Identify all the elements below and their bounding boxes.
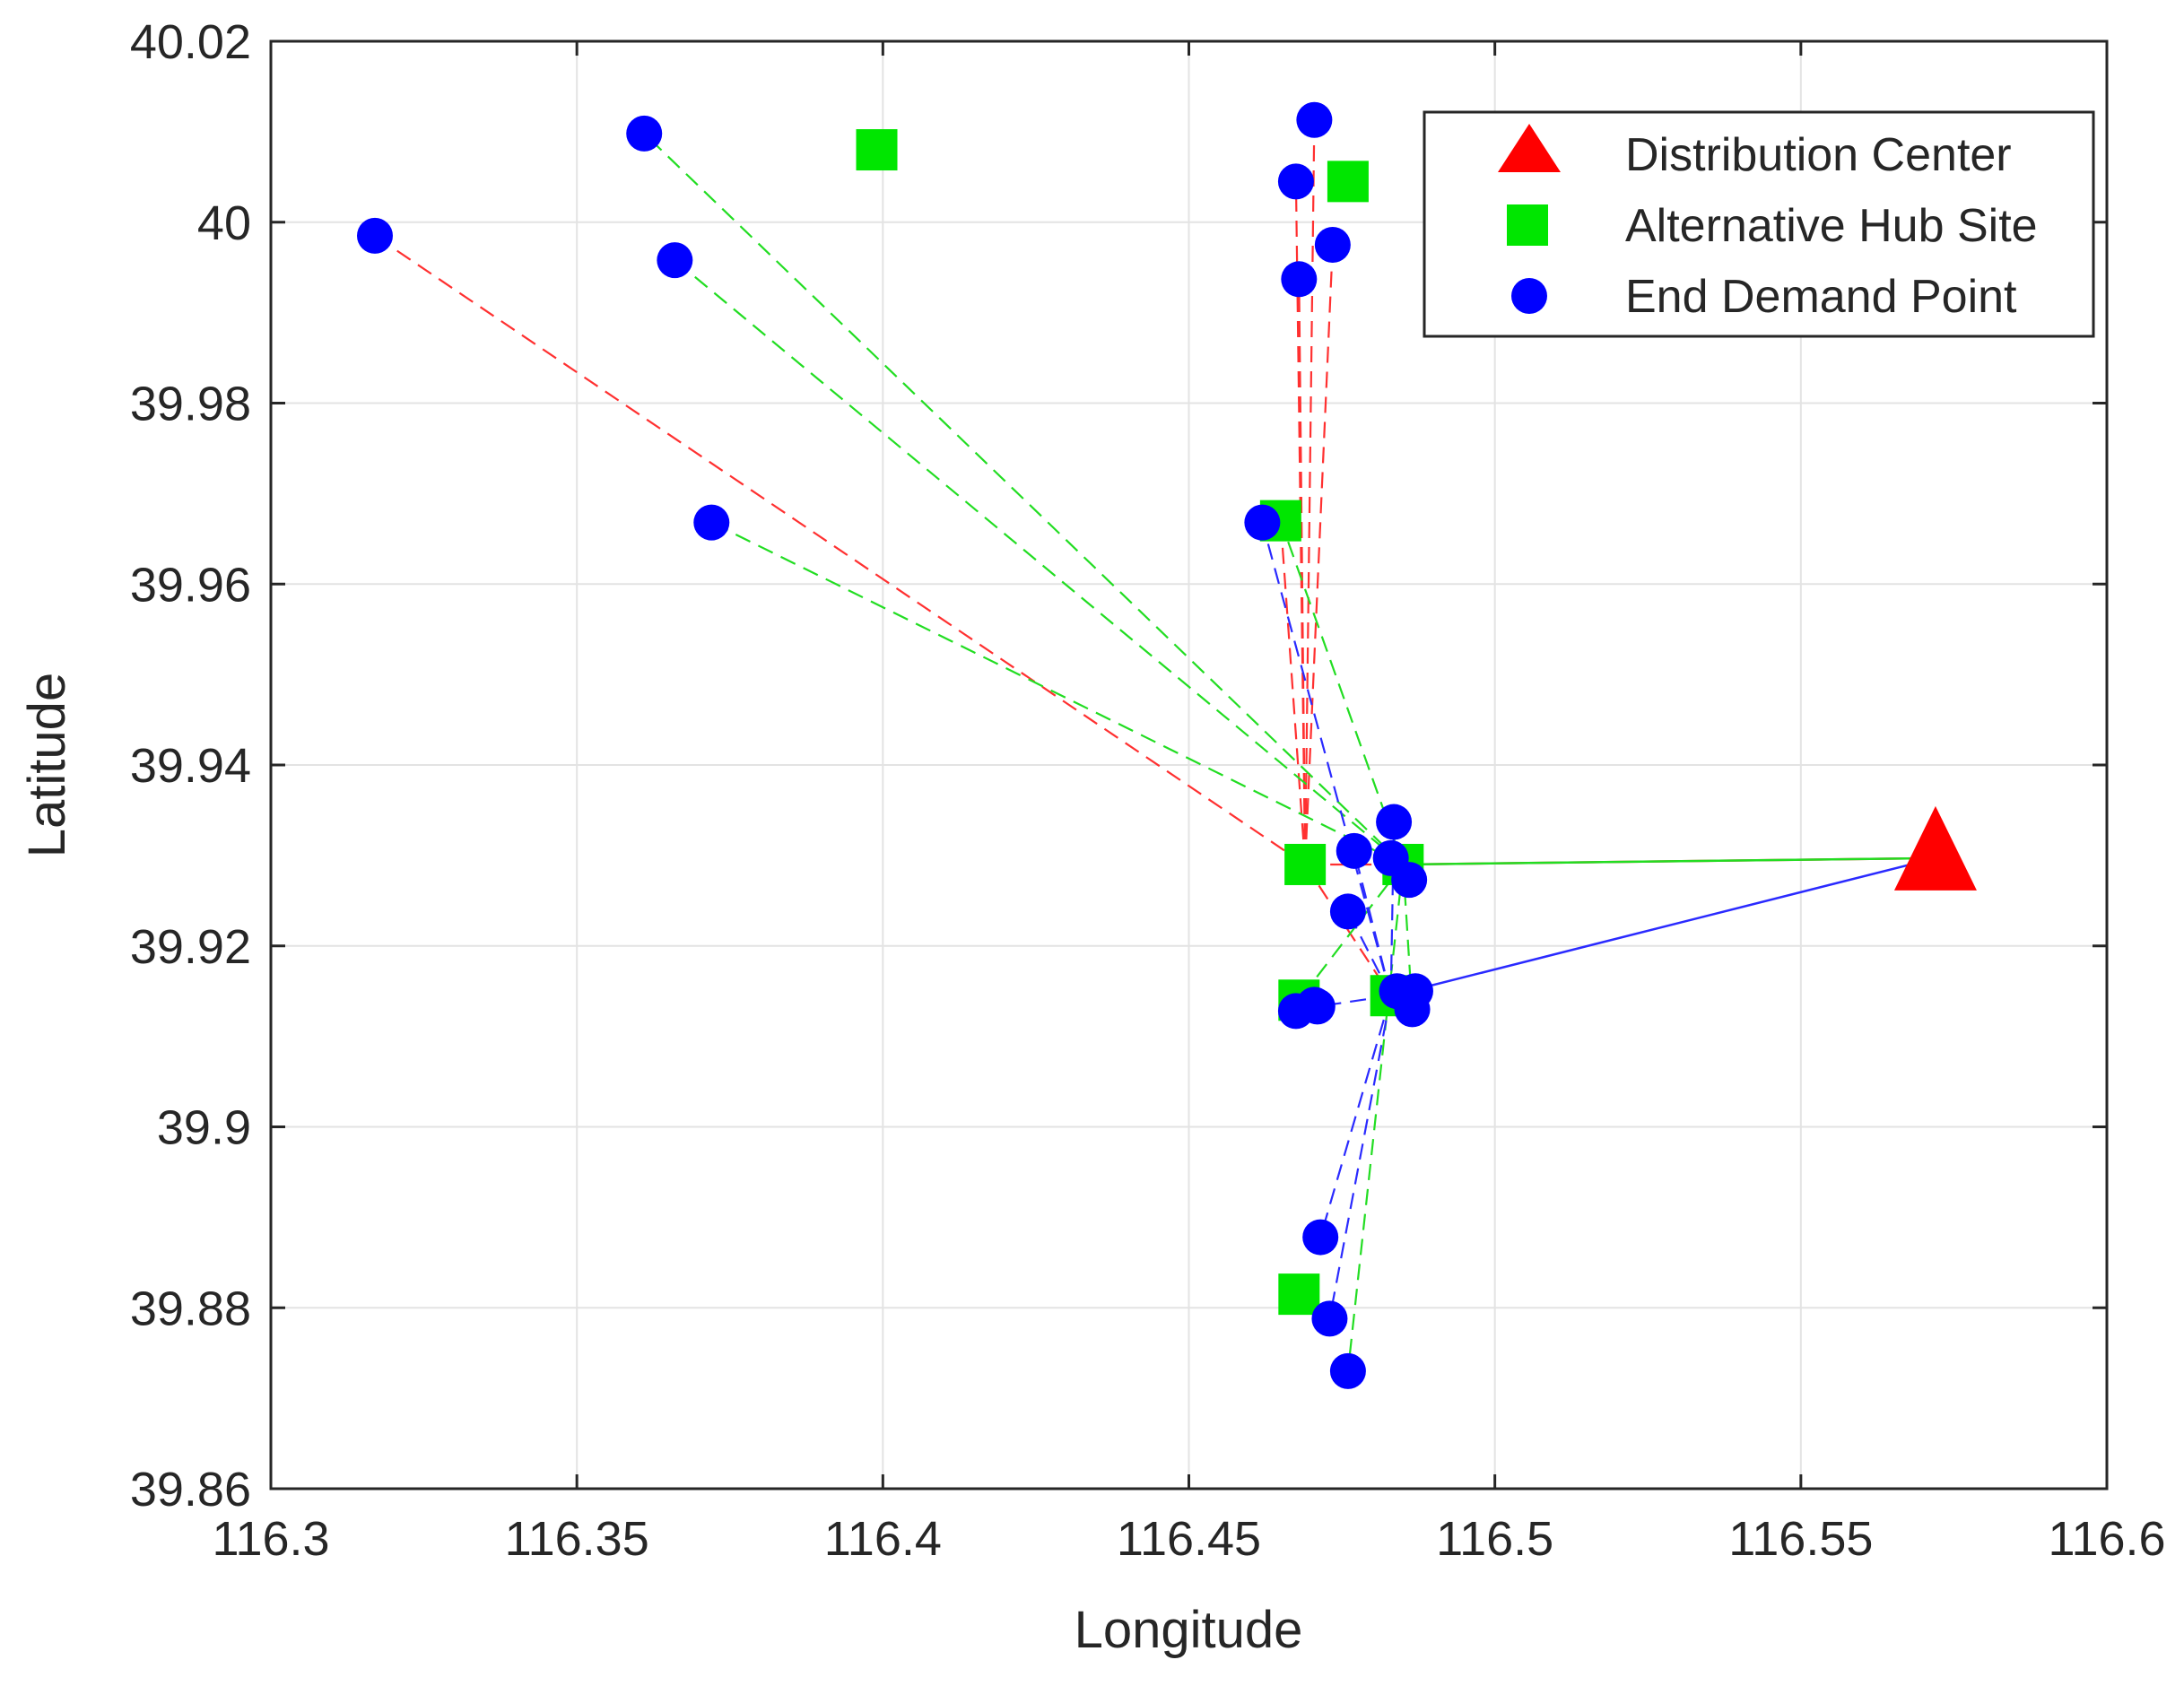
green-route-line bbox=[710, 521, 1404, 865]
legend-label-distribution-center: Distribution Center bbox=[1625, 129, 2012, 181]
y-axis-label: Latitude bbox=[18, 673, 76, 857]
x-tick-label: 116.3 bbox=[212, 1512, 329, 1566]
alternative-hub-marker bbox=[1284, 843, 1327, 885]
legend-label-alternative-hub-site: Alternative Hub Site bbox=[1625, 200, 2038, 252]
axis-ticks: 116.3 116.35 116.4 116.45 116.5 116.55 116.6 39… bbox=[130, 15, 2166, 1566]
y-tick-label: 39.92 bbox=[130, 920, 251, 974]
legend-square-icon bbox=[1507, 204, 1548, 246]
blue-route-line bbox=[1390, 856, 1936, 997]
x-tick-label: 116.45 bbox=[1117, 1512, 1261, 1566]
y-tick-label: 39.98 bbox=[130, 378, 251, 431]
y-tick-label: 40.02 bbox=[130, 15, 251, 69]
demand-point-marker bbox=[1314, 226, 1351, 263]
alternative-hub-marker bbox=[1278, 1273, 1320, 1316]
demand-point-marker bbox=[657, 242, 693, 279]
demand-point-marker bbox=[1394, 991, 1431, 1028]
alternative-hub-marker bbox=[856, 129, 898, 171]
demand-point-marker bbox=[356, 217, 393, 254]
x-tick-label: 116.6 bbox=[2048, 1512, 2165, 1566]
x-tick-label: 116.35 bbox=[505, 1512, 649, 1566]
green-route-line bbox=[1346, 864, 1405, 1371]
blue-route-line bbox=[1389, 821, 1396, 996]
blue-route-line bbox=[1261, 522, 1392, 996]
legend-label-end-demand-point: End Demand Point bbox=[1625, 271, 2017, 323]
x-axis-label: Longitude bbox=[1075, 1601, 1303, 1659]
y-tick-label: 39.94 bbox=[130, 739, 251, 793]
x-tick-label: 116.4 bbox=[824, 1512, 942, 1566]
green-route-line bbox=[1279, 520, 1405, 865]
x-tick-label: 116.5 bbox=[1436, 1512, 1553, 1566]
y-tick-label: 40 bbox=[197, 196, 251, 250]
distribution-center-marker bbox=[1893, 805, 1977, 891]
red-route-line bbox=[1279, 520, 1307, 865]
red-route-line bbox=[1304, 244, 1334, 865]
green-route-line bbox=[674, 259, 1405, 865]
green-route-line bbox=[1403, 856, 1936, 866]
green-route-line bbox=[1298, 864, 1405, 1001]
route-lines bbox=[374, 119, 1936, 1371]
blue-route-line bbox=[1319, 995, 1392, 1238]
red-route-line bbox=[374, 234, 1306, 865]
legend: Distribution Center Alternative Hub Site… bbox=[1423, 110, 2095, 338]
demand-point-marker bbox=[1296, 101, 1333, 138]
demand-point-marker bbox=[1336, 832, 1372, 869]
markers bbox=[356, 101, 1977, 1389]
alternative-hub-marker bbox=[1327, 161, 1369, 203]
demand-point-marker bbox=[1299, 988, 1336, 1025]
y-tick-label: 39.96 bbox=[130, 558, 251, 612]
demand-point-marker bbox=[1311, 1300, 1348, 1337]
y-tick-label: 39.9 bbox=[157, 1101, 251, 1155]
legend-triangle-icon bbox=[1498, 124, 1561, 172]
y-tick-label: 39.88 bbox=[130, 1282, 251, 1335]
demand-point-marker bbox=[1244, 504, 1281, 541]
demand-point-marker bbox=[1376, 804, 1413, 840]
demand-point-marker bbox=[1329, 1352, 1366, 1389]
demand-point-marker bbox=[693, 504, 730, 541]
red-route-line bbox=[1304, 864, 1392, 996]
demand-point-marker bbox=[1302, 1219, 1339, 1256]
blue-route-line bbox=[1328, 995, 1392, 1319]
demand-point-marker bbox=[1329, 893, 1366, 930]
demand-point-marker bbox=[1391, 862, 1428, 899]
y-tick-label: 39.86 bbox=[130, 1463, 251, 1517]
demand-point-marker bbox=[1281, 261, 1318, 298]
legend-circle-icon bbox=[1511, 278, 1547, 314]
x-tick-label: 116.55 bbox=[1728, 1512, 1873, 1566]
red-route-line bbox=[1298, 279, 1307, 865]
demand-point-marker bbox=[1277, 163, 1314, 200]
demand-point-marker bbox=[626, 115, 663, 152]
